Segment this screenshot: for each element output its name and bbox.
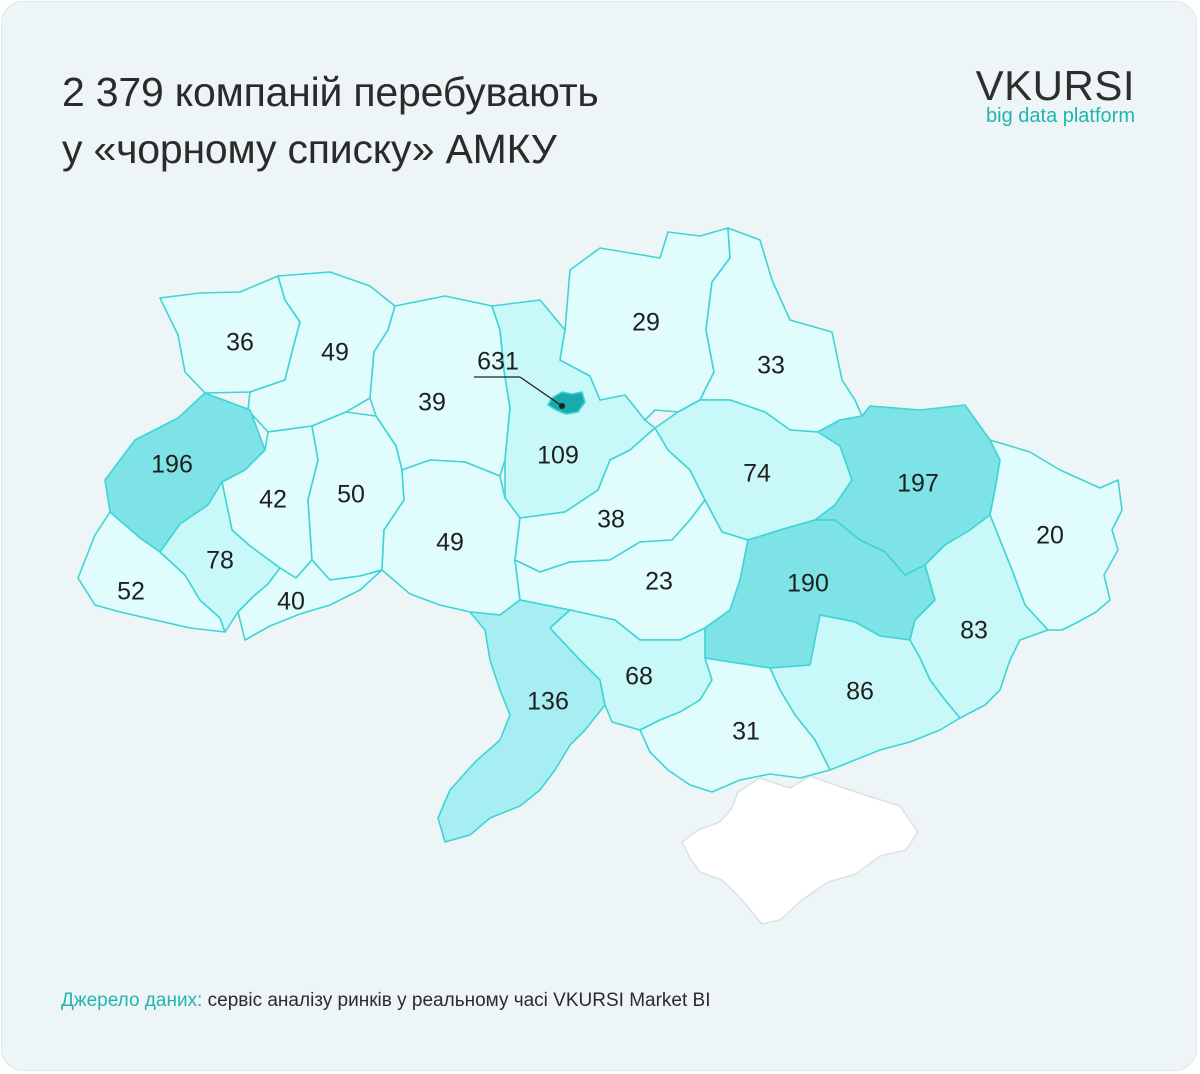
title-line-1: 2 379 компаній перебувають <box>62 69 599 115</box>
value-label-donetsk: 83 <box>960 617 988 645</box>
kyiv-callout-line <box>519 376 563 407</box>
value-label-chernivtsi: 40 <box>277 588 305 616</box>
value-label-mykolaiv: 68 <box>625 663 653 691</box>
logo-tagline: big data platform <box>986 105 1135 127</box>
value-label-zaporizhzhia: 86 <box>846 678 874 706</box>
value-label-kirovohrad: 23 <box>645 568 673 596</box>
logo-name: VKURSI <box>975 62 1135 109</box>
value-label-kyiv-city: 631 <box>477 348 519 376</box>
value-label-cherkasy: 38 <box>597 506 625 534</box>
regions-layer <box>77 227 1123 843</box>
value-labels: 36 49 39 109 631 29 33 196 42 50 49 38 74 197 20 52 78 40… <box>117 309 1064 746</box>
value-label-luhansk: 20 <box>1036 522 1064 550</box>
value-label-poltava: 74 <box>743 460 771 488</box>
region-kyiv-city[interactable] <box>547 391 586 415</box>
value-label-odesa: 136 <box>527 688 569 716</box>
brand-logo: VKURSI big data platform <box>975 62 1135 127</box>
source-label: Джерело даних: <box>61 990 203 1011</box>
value-label-sumy: 33 <box>757 352 785 380</box>
value-label-zakarpattia: 52 <box>117 578 145 606</box>
region-chernivtsi[interactable] <box>237 559 383 641</box>
value-label-rivne: 49 <box>321 339 349 367</box>
value-label-chernihiv: 29 <box>632 309 660 337</box>
page-title: 2 379 компаній перебувають у «чорному сп… <box>62 64 599 178</box>
value-label-khmelnytskyi: 50 <box>337 481 365 509</box>
value-label-ivano-frankivsk: 78 <box>206 547 234 575</box>
value-label-vinnytsia: 49 <box>436 529 464 557</box>
value-label-dnipropetrovsk: 190 <box>787 570 829 598</box>
value-label-kyiv-oblast: 109 <box>537 442 579 470</box>
value-label-ternopil: 42 <box>259 486 287 514</box>
value-label-zhytomyr: 39 <box>418 389 446 417</box>
crimea-region <box>681 775 919 925</box>
value-label-kherson: 31 <box>732 718 760 746</box>
value-label-volyn: 36 <box>226 329 254 357</box>
title-line-2: у «чорному списку» АМКУ <box>62 126 557 172</box>
value-label-kharkiv: 197 <box>897 470 939 498</box>
source-text: сервіс аналізу ринків у реальному часі V… <box>202 990 711 1011</box>
value-label-lviv: 196 <box>151 451 193 479</box>
kyiv-callout-dot <box>559 403 565 409</box>
region-kherson[interactable] <box>639 657 831 793</box>
source-note: Джерело даних: сервіс аналізу ринків у р… <box>61 990 711 1012</box>
